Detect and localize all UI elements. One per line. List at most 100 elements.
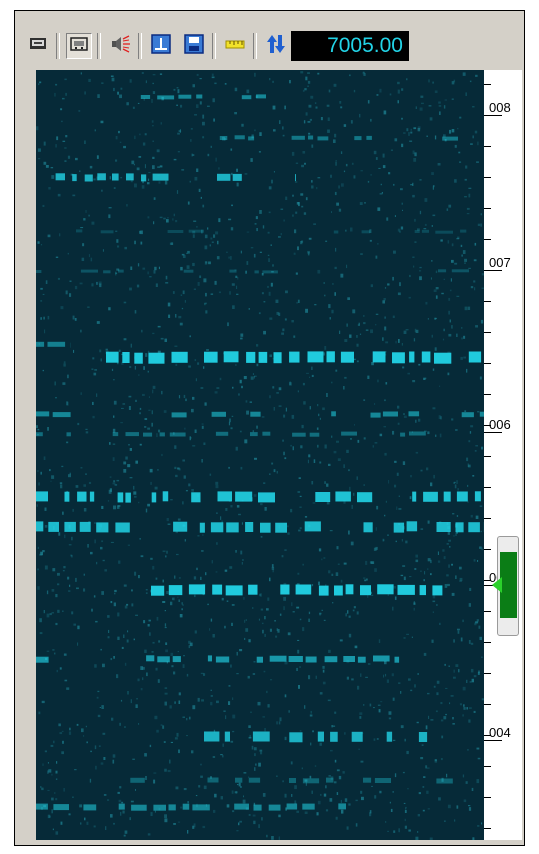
noise-speckle	[116, 505, 120, 509]
noise-speckle	[214, 82, 217, 85]
noise-speckle	[456, 480, 458, 484]
noise-speckle	[481, 547, 483, 551]
display-panel-button[interactable]	[66, 33, 92, 59]
noise-speckle	[69, 584, 71, 587]
noise-speckle	[170, 741, 173, 743]
noise-speckle	[313, 223, 316, 225]
noise-speckle	[196, 73, 199, 76]
noise-speckle	[134, 240, 136, 245]
noise-speckle	[104, 569, 107, 572]
noise-speckle	[398, 495, 400, 497]
noise-speckle	[163, 217, 166, 220]
noise-speckle	[95, 620, 98, 623]
noise-speckle	[480, 319, 484, 324]
noise-speckle	[182, 290, 185, 295]
noise-speckle	[63, 361, 66, 364]
noise-speckle	[283, 219, 285, 222]
noise-speckle	[94, 745, 97, 750]
noise-speckle	[260, 608, 264, 611]
noise-speckle	[216, 700, 219, 704]
noise-speckle	[434, 759, 437, 762]
scale-tick	[484, 580, 491, 581]
noise-speckle	[173, 823, 176, 825]
noise-speckle	[364, 579, 367, 582]
noise-speckle	[111, 368, 114, 371]
noise-speckle	[102, 559, 105, 562]
waterfall-display[interactable]	[36, 70, 484, 840]
signal-dash	[289, 732, 303, 743]
noise-speckle	[338, 208, 342, 212]
noise-speckle	[475, 621, 479, 624]
noise-speckle	[99, 349, 102, 353]
signal-dash	[229, 269, 237, 273]
ruler-button[interactable]	[222, 33, 248, 59]
noise-speckle	[417, 128, 421, 132]
signal-dash	[479, 411, 484, 417]
noise-speckle	[144, 753, 147, 757]
noise-speckle	[400, 691, 402, 694]
noise-speckle	[157, 325, 161, 328]
signal-dash	[188, 584, 206, 595]
noise-speckle	[71, 611, 74, 615]
noise-speckle	[415, 836, 419, 840]
signal-dash	[182, 803, 190, 810]
noise-speckle	[218, 218, 221, 223]
signal-dash	[53, 804, 69, 811]
noise-speckle	[54, 92, 56, 97]
signal-dash	[235, 491, 253, 502]
noise-speckle	[68, 474, 71, 478]
noise-speckle	[277, 629, 280, 633]
noise-speckle	[186, 735, 188, 737]
noise-speckle	[267, 597, 270, 601]
noise-speckle	[301, 424, 304, 429]
noise-speckle	[289, 80, 291, 84]
noise-speckle	[151, 410, 153, 415]
frequency-step-button[interactable]	[263, 33, 289, 59]
noise-speckle	[467, 500, 469, 503]
noise-speckle	[187, 830, 189, 834]
frequency-display[interactable]: 7005.00	[291, 31, 409, 61]
noise-speckle	[115, 159, 118, 162]
noise-speckle	[283, 596, 286, 601]
noise-speckle	[54, 652, 56, 655]
noise-speckle	[445, 713, 447, 716]
noise-speckle	[153, 197, 156, 200]
noise-speckle	[355, 799, 358, 802]
speaker-noise-button[interactable]	[107, 33, 133, 59]
noise-speckle	[350, 120, 353, 124]
noise-speckle	[348, 615, 351, 618]
tuning-button[interactable]	[148, 33, 174, 59]
noise-speckle	[231, 415, 234, 417]
signal-dash	[234, 803, 249, 810]
signal-dash	[421, 351, 431, 363]
scale-label: 007	[489, 255, 511, 270]
noise-speckle	[369, 229, 372, 233]
noise-speckle	[101, 705, 104, 709]
noise-speckle	[477, 141, 479, 146]
noise-speckle	[141, 185, 145, 189]
noise-speckle	[109, 176, 111, 180]
noise-speckle	[136, 698, 138, 700]
signal-dash	[157, 656, 170, 663]
noise-speckle	[406, 128, 409, 132]
tuning-marker[interactable]	[500, 552, 517, 618]
noise-speckle	[117, 505, 121, 507]
noise-speckle	[36, 504, 38, 507]
noise-speckle	[245, 628, 249, 632]
noise-speckle	[470, 514, 473, 518]
noise-speckle	[433, 289, 437, 292]
noise-speckle	[237, 277, 239, 280]
noise-speckle	[96, 155, 99, 159]
noise-speckle	[474, 130, 478, 134]
noise-speckle	[393, 250, 396, 254]
noise-speckle	[356, 476, 358, 480]
save-button[interactable]	[181, 33, 207, 59]
noise-speckle	[348, 633, 352, 638]
noise-speckle	[152, 74, 156, 76]
monitor-button[interactable]	[25, 33, 51, 59]
noise-speckle	[255, 763, 257, 766]
noise-speckle	[236, 182, 239, 187]
noise-speckle	[456, 295, 460, 297]
signal-dash	[315, 492, 331, 502]
noise-speckle	[373, 547, 377, 551]
